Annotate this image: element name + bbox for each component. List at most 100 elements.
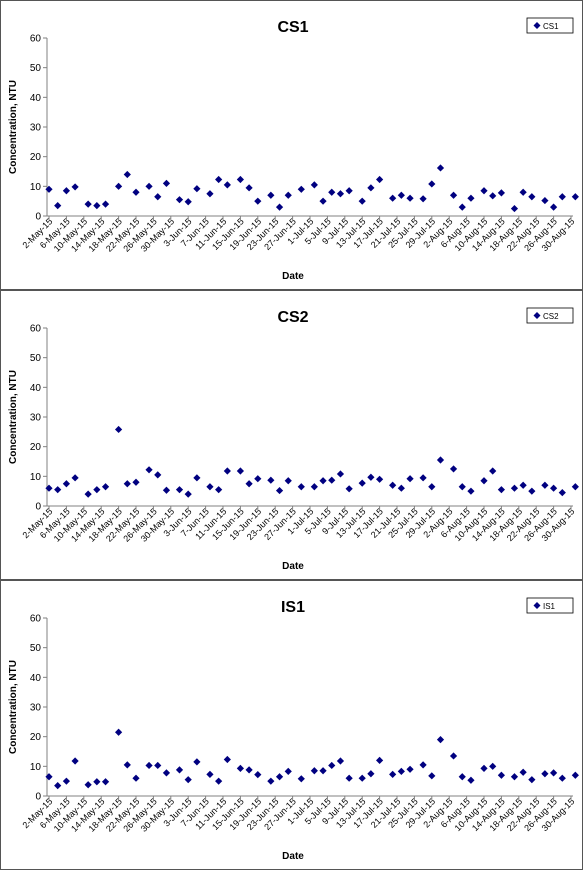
- data-point: [319, 767, 327, 775]
- data-point: [45, 773, 53, 781]
- data-point: [154, 471, 162, 479]
- legend-box: [526, 17, 574, 34]
- data-point: [389, 770, 397, 778]
- data-point: [54, 782, 62, 790]
- data-point: [93, 486, 101, 494]
- data-point: [428, 772, 436, 780]
- axes: 01020304050602-May-156-May-1510-May-1514…: [20, 614, 576, 834]
- data-point: [101, 200, 110, 208]
- data-series-cs2: [45, 425, 579, 498]
- data-point: [541, 481, 549, 489]
- data-point: [267, 476, 275, 484]
- y-axis-label: Concentration, NTU: [8, 370, 19, 464]
- data-point: [358, 479, 366, 487]
- y-tick-label: 10: [30, 762, 42, 773]
- legend-box: [526, 307, 574, 324]
- data-point: [336, 470, 345, 478]
- data-point: [297, 483, 305, 491]
- data-point: [510, 484, 519, 492]
- data-point: [54, 202, 62, 210]
- data-point: [267, 777, 275, 785]
- data-point: [497, 486, 505, 494]
- data-point: [528, 776, 536, 784]
- data-point: [419, 474, 427, 482]
- data-point: [397, 484, 405, 492]
- chart-cs2-svg: CS201020304050602-May-156-May-1510-May-1…: [8, 307, 579, 572]
- data-point: [467, 487, 475, 495]
- data-point: [162, 769, 171, 777]
- legend-marker: [533, 602, 541, 609]
- data-point: [489, 762, 497, 770]
- legend-marker: [533, 312, 541, 319]
- y-tick-label: 30: [30, 123, 42, 134]
- data-point: [175, 196, 184, 204]
- data-point: [489, 467, 497, 475]
- data-point: [367, 184, 375, 192]
- data-point: [62, 187, 70, 195]
- data-point: [528, 487, 536, 495]
- axes: 01020304050602-May-156-May-1510-May-1514…: [20, 324, 576, 544]
- data-point: [406, 194, 414, 202]
- data-point: [436, 736, 445, 744]
- data-point: [93, 778, 101, 786]
- data-point: [328, 476, 336, 484]
- data-point: [206, 483, 214, 491]
- data-point: [358, 774, 366, 782]
- data-point: [419, 195, 427, 203]
- data-point: [480, 764, 488, 773]
- data-point: [436, 456, 445, 464]
- data-point: [449, 752, 458, 760]
- legend-label: IS1: [543, 602, 556, 611]
- axes: 01020304050602-May-156-May-1510-May-1514…: [20, 34, 576, 254]
- data-point: [389, 194, 397, 202]
- legend: IS1: [526, 597, 574, 614]
- y-tick-label: 40: [30, 93, 42, 104]
- data-point: [193, 758, 201, 766]
- y-tick-label: 20: [30, 152, 42, 163]
- data-point: [206, 190, 214, 198]
- data-point: [275, 486, 284, 495]
- data-point: [123, 761, 131, 769]
- data-series-cs1: [45, 164, 579, 213]
- data-point: [236, 764, 244, 773]
- data-point: [93, 202, 101, 210]
- data-point: [558, 193, 566, 201]
- y-tick-label: 20: [30, 442, 42, 453]
- data-point: [367, 770, 375, 778]
- y-tick-label: 10: [30, 182, 42, 193]
- x-axis-label: Date: [282, 851, 304, 862]
- data-point: [84, 200, 92, 208]
- data-point: [71, 757, 79, 765]
- data-point: [184, 198, 192, 206]
- y-tick-label: 50: [30, 353, 42, 364]
- data-point: [162, 179, 171, 187]
- data-point: [489, 192, 497, 200]
- data-point: [550, 769, 558, 777]
- data-point: [558, 774, 566, 782]
- data-point: [376, 756, 384, 764]
- y-tick-label: 60: [30, 324, 42, 335]
- data-point: [449, 465, 458, 473]
- y-tick-label: 0: [35, 212, 41, 223]
- data-point: [184, 776, 192, 784]
- data-point: [215, 486, 223, 494]
- data-point: [154, 193, 162, 201]
- data-point: [310, 483, 318, 491]
- data-point: [297, 775, 305, 783]
- data-point: [397, 191, 405, 199]
- chart-is1-svg: IS1 01020304050602-May-156-May-1510-May-1…: [8, 597, 579, 862]
- data-point: [145, 761, 153, 770]
- data-point: [193, 474, 201, 482]
- data-point: [154, 761, 162, 770]
- data-point: [367, 473, 375, 481]
- data-point: [297, 185, 305, 193]
- data-point: [62, 480, 70, 488]
- y-tick-label: 60: [30, 34, 42, 45]
- y-tick-label: 0: [35, 502, 41, 513]
- y-tick-label: 60: [30, 614, 42, 625]
- data-point: [254, 197, 262, 205]
- data-point: [458, 773, 466, 781]
- data-point: [123, 170, 131, 179]
- data-point: [406, 765, 414, 773]
- data-point: [236, 175, 244, 184]
